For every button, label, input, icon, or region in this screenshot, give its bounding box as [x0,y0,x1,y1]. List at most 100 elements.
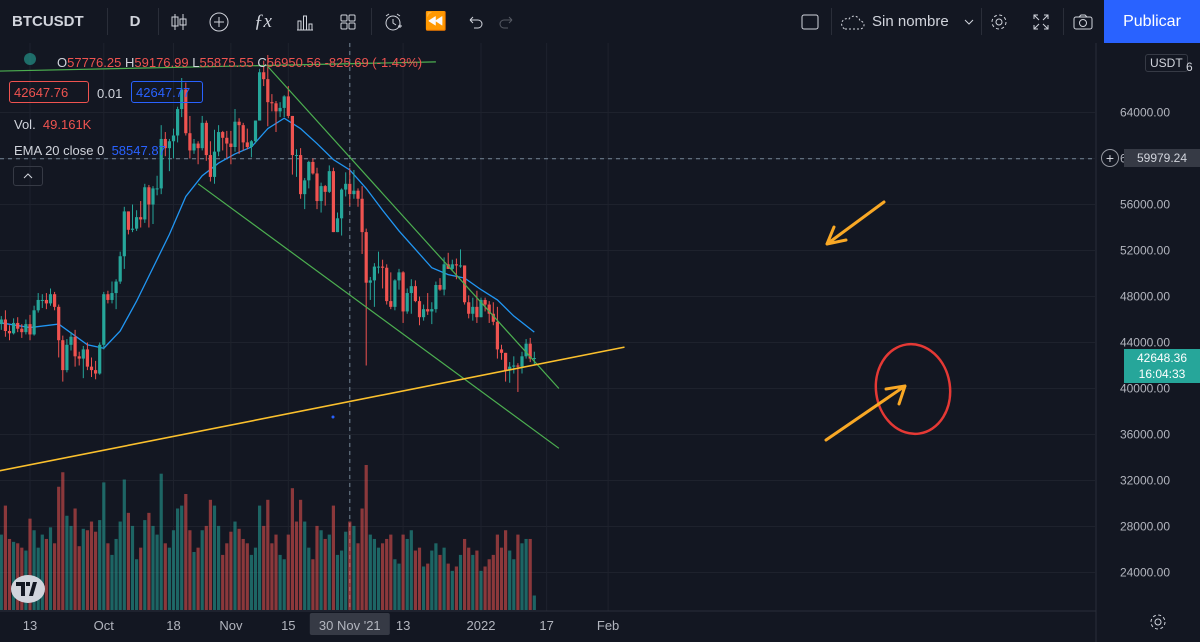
layout-name-label: Sin nombre [872,13,949,30]
volume-bar [286,534,290,610]
candles [0,55,536,392]
candle-body [7,331,12,334]
gear-icon[interactable] [982,0,1016,43]
time-axis: 13 Oct 18 Nov 15 30 Nov '21 13 2022 17 Feb [0,610,1200,635]
add-compare-icon[interactable] [202,0,236,43]
volume-bar [192,552,196,610]
undo-icon[interactable] [458,0,492,43]
indicators-icon[interactable]: ƒx [254,10,272,32]
volume-bar [344,531,348,610]
fullscreen-square-icon[interactable] [793,0,827,43]
candle-body [516,365,520,367]
volume-bar [151,525,155,610]
symbol-label: BTCUSDT [12,13,84,30]
ema-line [1,117,535,349]
volume-bar [311,559,315,610]
tradingview-logo[interactable] [11,575,45,603]
candle-body [303,180,307,195]
layouts-icon[interactable] [331,0,365,43]
candle-body [221,132,225,138]
volume-bar [282,559,286,610]
volume-bar [307,547,311,610]
candle-body [245,142,249,147]
currency-label[interactable]: USDT [1145,54,1188,72]
price-tick-label: 40000.00 [1120,382,1170,396]
sell-button[interactable]: 42647.76 [9,81,89,103]
volume-bar [340,550,344,610]
candle-body [405,293,409,312]
expand-icon[interactable] [1024,0,1058,43]
volume-bar [299,499,303,610]
volume-bar [520,543,524,610]
time-tick-label: 13 [396,618,410,633]
candle-body [28,324,32,335]
alert-icon[interactable] [376,0,410,43]
time-tick-label: 15 [281,618,295,633]
candle-body [200,122,204,149]
interval-label: D [129,13,141,30]
volume-bar [89,521,94,610]
collapse-legend-button[interactable] [13,166,43,186]
volume-bar [278,554,282,610]
price-tick-label: 44000.00 [1120,336,1170,350]
chart-settings-gear-icon[interactable] [1148,612,1168,635]
price-tick-label: 28000.00 [1120,520,1170,534]
volume-bar [253,547,258,610]
toolbar-divider [107,8,108,35]
replay-icon[interactable]: ⏪ [424,11,448,31]
volume-bar [442,547,446,610]
layout-name-button[interactable]: Sin nombre [838,0,978,43]
volume-bar [331,505,335,610]
volume-bar [393,559,397,610]
templates-icon[interactable] [288,0,322,43]
candle-body [352,190,356,195]
candle-body [372,266,376,281]
tradingview-logo-icon [16,582,37,596]
candle-body [188,133,192,151]
price-tick-label: 64000.00 [1120,106,1170,120]
volume-bar [258,505,262,610]
candle-body [225,137,229,144]
volume-bar [348,521,352,610]
volume-bar [360,508,364,610]
volume-bar [471,554,475,610]
volume-bar [303,521,307,610]
last-price-label: 42648.36 16:04:33 [1124,349,1200,383]
time-tick-label: Oct [94,618,115,633]
publish-button[interactable]: Publicar [1104,0,1200,43]
volume-bar [114,538,118,610]
candle-body [32,310,36,335]
volume-bar [147,512,151,610]
volume-bar [266,499,270,610]
volume-bar [512,559,516,610]
candle-body [81,349,85,359]
toolbar-divider [158,8,159,35]
volume-bar [499,547,504,610]
symbol-search-button[interactable]: BTCUSDT [0,0,107,43]
candle-body [327,171,331,192]
volume-bar [417,547,422,610]
candle-body [69,336,73,345]
volume-bar [208,499,212,610]
price-chart[interactable]: 13 Oct 18 Nov 15 30 Nov '21 13 2022 17 Feb 64000.… [0,43,1200,642]
redo-icon[interactable] [490,0,524,43]
trend-line-upper [267,66,560,389]
add-alert-plus-icon[interactable]: + [1101,149,1119,167]
candle-body [180,89,184,110]
buy-button[interactable]: 42647.77 [131,81,203,103]
volume-bar [237,528,241,610]
candle-body [77,356,81,359]
volume-bar [475,550,479,610]
price-tick-label: 48000.00 [1120,290,1170,304]
camera-icon[interactable] [1066,0,1100,43]
candles-icon[interactable] [164,0,194,43]
candle-body [237,121,241,126]
candle-body [331,171,335,233]
candle-body [430,309,434,312]
candle-body [426,309,430,312]
candle-body [266,79,270,103]
volume-bar [61,472,65,610]
candle-body [438,285,442,290]
interval-button[interactable]: D [118,0,152,43]
volume-bar [262,525,266,610]
